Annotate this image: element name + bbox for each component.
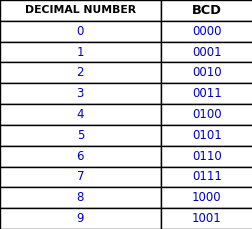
- Text: 1000: 1000: [191, 191, 221, 204]
- Bar: [160, 63, 252, 83]
- Text: 3: 3: [76, 87, 84, 100]
- Bar: [160, 187, 252, 208]
- Text: 8: 8: [76, 191, 84, 204]
- Bar: [160, 146, 252, 166]
- Bar: [160, 104, 252, 125]
- Text: 2: 2: [76, 66, 84, 79]
- Text: 0000: 0000: [191, 25, 221, 38]
- Bar: [0, 125, 160, 146]
- Bar: [0, 208, 160, 229]
- Bar: [160, 21, 252, 42]
- Text: 0001: 0001: [191, 46, 221, 59]
- Text: 5: 5: [76, 129, 84, 142]
- Text: 9: 9: [76, 212, 84, 225]
- Bar: [160, 42, 252, 63]
- Text: 0100: 0100: [191, 108, 221, 121]
- Bar: [0, 0, 160, 21]
- Bar: [0, 104, 160, 125]
- Bar: [0, 146, 160, 166]
- Bar: [160, 208, 252, 229]
- Bar: [0, 42, 160, 63]
- Bar: [160, 0, 252, 21]
- Text: 7: 7: [76, 170, 84, 183]
- Bar: [0, 21, 160, 42]
- Text: 0011: 0011: [191, 87, 221, 100]
- Text: 6: 6: [76, 150, 84, 163]
- Bar: [0, 166, 160, 187]
- Text: 0010: 0010: [191, 66, 221, 79]
- Text: 0111: 0111: [191, 170, 221, 183]
- Bar: [160, 125, 252, 146]
- Bar: [0, 63, 160, 83]
- Bar: [160, 83, 252, 104]
- Text: 0101: 0101: [191, 129, 221, 142]
- Text: 1001: 1001: [191, 212, 221, 225]
- Text: 4: 4: [76, 108, 84, 121]
- Text: BCD: BCD: [191, 4, 221, 17]
- Text: 0110: 0110: [191, 150, 221, 163]
- Text: DECIMAL NUMBER: DECIMAL NUMBER: [25, 5, 135, 15]
- Text: 1: 1: [76, 46, 84, 59]
- Text: 0: 0: [76, 25, 84, 38]
- Bar: [0, 187, 160, 208]
- Bar: [0, 83, 160, 104]
- Bar: [160, 166, 252, 187]
